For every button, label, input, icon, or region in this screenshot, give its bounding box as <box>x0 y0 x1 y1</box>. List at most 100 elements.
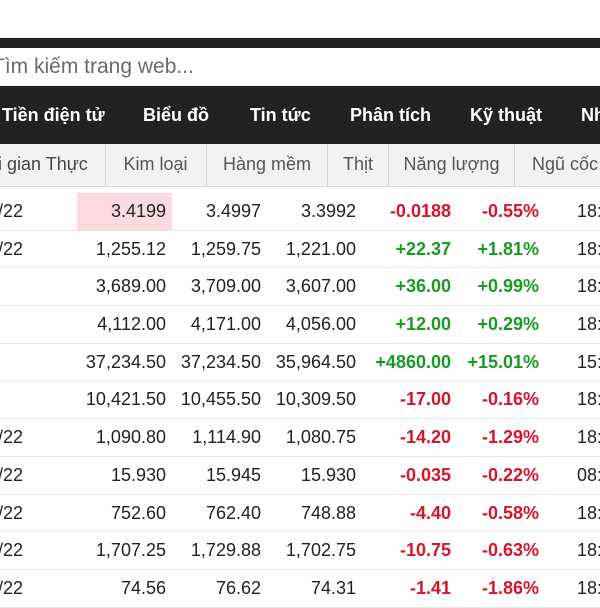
tab-metals[interactable]: Kim loại <box>105 144 207 186</box>
low-price-cell: 1,702.75 <box>285 540 356 561</box>
time-cell: 15: <box>577 351 600 372</box>
quotes-table: /22 3.4199 3.4997 3.3992 -0.0188 -0.55% … <box>0 193 600 608</box>
nav-item-news[interactable]: Tin tức <box>250 105 311 125</box>
change-cell: +4860.00 <box>375 351 451 372</box>
open-price-cell: 15.945 <box>205 464 261 485</box>
time-cell: 18: <box>577 314 600 335</box>
open-price-cell: 762.40 <box>205 502 261 523</box>
table-row[interactable]: 4,112.00 4,171.00 4,056.00 +12.00 +0.29%… <box>0 306 600 344</box>
table-row[interactable]: /22 1,090.80 1,114.90 1,080.75 -14.20 -1… <box>0 419 600 457</box>
change-cell: +12.00 <box>395 314 451 335</box>
time-cell: 08: <box>577 464 600 485</box>
top-dark-bar <box>0 38 600 48</box>
change-cell: +36.00 <box>395 276 451 297</box>
highlight-cell <box>77 193 172 230</box>
search-bar <box>0 48 600 86</box>
change-cell: -4.40 <box>409 502 451 523</box>
change-cell: -17.00 <box>399 389 451 410</box>
date-cell: /22 <box>0 577 24 598</box>
date-cell: /22 <box>0 502 24 523</box>
change-cell: -0.0188 <box>389 201 451 221</box>
tab-realtime[interactable]: i gian Thực <box>0 144 106 186</box>
top-blank-strip <box>0 0 600 38</box>
date-cell: /22 <box>0 201 24 221</box>
open-price-cell: 10,455.50 <box>180 389 261 410</box>
nav-item-crypto[interactable]: Tiền điện tử <box>2 105 105 125</box>
category-tabs: i gian Thực Kim loại Hàng mềm Thịt Năng … <box>0 144 600 187</box>
low-price-cell: 15.930 <box>300 464 356 485</box>
table-row[interactable]: /22 74.56 76.62 74.31 -1.41 -1.86% 18: <box>0 570 600 608</box>
change-percent-cell: -0.22% <box>481 464 539 485</box>
time-cell: 18: <box>577 238 600 259</box>
last-price-cell: 74.56 <box>120 577 166 598</box>
low-price-cell: 35,964.50 <box>275 351 356 372</box>
low-price-cell: 1,080.75 <box>285 427 356 448</box>
change-percent-cell: -1.86% <box>481 577 539 598</box>
table-row[interactable]: 37,234.50 37,234.50 35,964.50 +4860.00 +… <box>0 344 600 382</box>
open-price-cell: 3.4997 <box>205 201 261 221</box>
change-cell: -1.41 <box>409 577 451 598</box>
time-cell: 18: <box>577 427 600 448</box>
nav-item-technical[interactable]: Kỹ thuật <box>470 105 542 125</box>
time-cell: 18: <box>577 577 600 598</box>
change-cell: -0.035 <box>399 464 451 485</box>
tab-meats[interactable]: Thịt <box>328 144 389 186</box>
nav-item-analysis[interactable]: Phân tích <box>350 105 432 125</box>
date-cell: /22 <box>0 540 24 561</box>
last-price-cell: 4,112.00 <box>97 314 166 335</box>
change-cell: -10.75 <box>399 540 451 561</box>
last-price-cell: 37,234.50 <box>85 351 166 372</box>
low-price-cell: 3.3992 <box>300 201 356 221</box>
main-nav: Tiền điện tử Biểu đồ Tin tức Phân tích K… <box>0 86 600 144</box>
open-price-cell: 1,114.90 <box>192 427 261 448</box>
open-price-cell: 4,171.00 <box>190 314 261 335</box>
nav-item-charts[interactable]: Biểu đồ <box>143 105 209 125</box>
table-row[interactable]: /22 3.4199 3.4997 3.3992 -0.0188 -0.55% … <box>0 193 600 231</box>
table-row[interactable]: /22 752.60 762.40 748.88 -4.40 -0.58% 18… <box>0 495 600 533</box>
low-price-cell: 748.88 <box>300 502 356 523</box>
date-cell: /22 <box>0 238 24 259</box>
last-price-cell: 1,090.80 <box>95 427 166 448</box>
last-price-cell: 1,255.12 <box>95 238 166 259</box>
change-percent-cell: -1.29% <box>481 427 539 448</box>
change-percent-cell: -0.63% <box>481 540 539 561</box>
low-price-cell: 3,607.00 <box>285 276 356 297</box>
open-price-cell: 1,729.88 <box>190 540 261 561</box>
date-cell: /22 <box>0 427 24 448</box>
search-input[interactable] <box>0 51 592 83</box>
tab-energy[interactable]: Năng lượng <box>389 144 515 186</box>
change-percent-cell: +1.81% <box>477 238 539 259</box>
table-row[interactable]: 3,689.00 3,709.00 3,607.00 +36.00 +0.99%… <box>0 268 600 307</box>
low-price-cell: 10,309.50 <box>275 389 356 410</box>
table-row[interactable]: /22 1,707.25 1,729.88 1,702.75 -10.75 -0… <box>0 532 600 570</box>
change-percent-cell: +0.29% <box>477 314 539 335</box>
last-price-cell: 15.930 <box>110 464 166 485</box>
table-row[interactable]: /22 1,255.12 1,259.75 1,221.00 +22.37 +1… <box>0 231 600 269</box>
open-price-cell: 1,259.75 <box>190 238 261 259</box>
last-price-cell: 3,689.00 <box>95 276 166 297</box>
change-cell: +22.37 <box>395 238 451 259</box>
time-cell: 18: <box>577 276 600 297</box>
last-price-cell: 1,707.25 <box>95 540 166 561</box>
time-cell: 18: <box>577 201 600 221</box>
table-row[interactable]: /22 15.930 15.945 15.930 -0.035 -0.22% 0… <box>0 457 600 495</box>
open-price-cell: 3,709.00 <box>190 276 261 297</box>
nav-item-more[interactable]: Nh <box>581 105 600 125</box>
low-price-cell: 4,056.00 <box>285 314 356 335</box>
date-cell: /22 <box>0 464 24 485</box>
time-cell: 18: <box>577 502 600 523</box>
time-cell: 18: <box>577 389 600 410</box>
change-percent-cell: +15.01% <box>467 351 539 372</box>
change-percent-cell: +0.99% <box>477 276 539 297</box>
open-price-cell: 76.62 <box>215 577 261 598</box>
tab-softs[interactable]: Hàng mềm <box>207 144 328 186</box>
change-cell: -14.20 <box>399 427 451 448</box>
table-row[interactable]: 10,421.50 10,455.50 10,309.50 -17.00 -0.… <box>0 381 600 420</box>
low-price-cell: 74.31 <box>310 577 356 598</box>
last-price-cell: 10,421.50 <box>85 389 166 410</box>
tab-grains[interactable]: Ngũ cốc <box>531 154 599 174</box>
change-percent-cell: -0.55% <box>481 201 539 221</box>
change-percent-cell: -0.16% <box>481 389 539 410</box>
last-price-cell: 752.60 <box>110 502 166 523</box>
open-price-cell: 37,234.50 <box>180 351 261 372</box>
